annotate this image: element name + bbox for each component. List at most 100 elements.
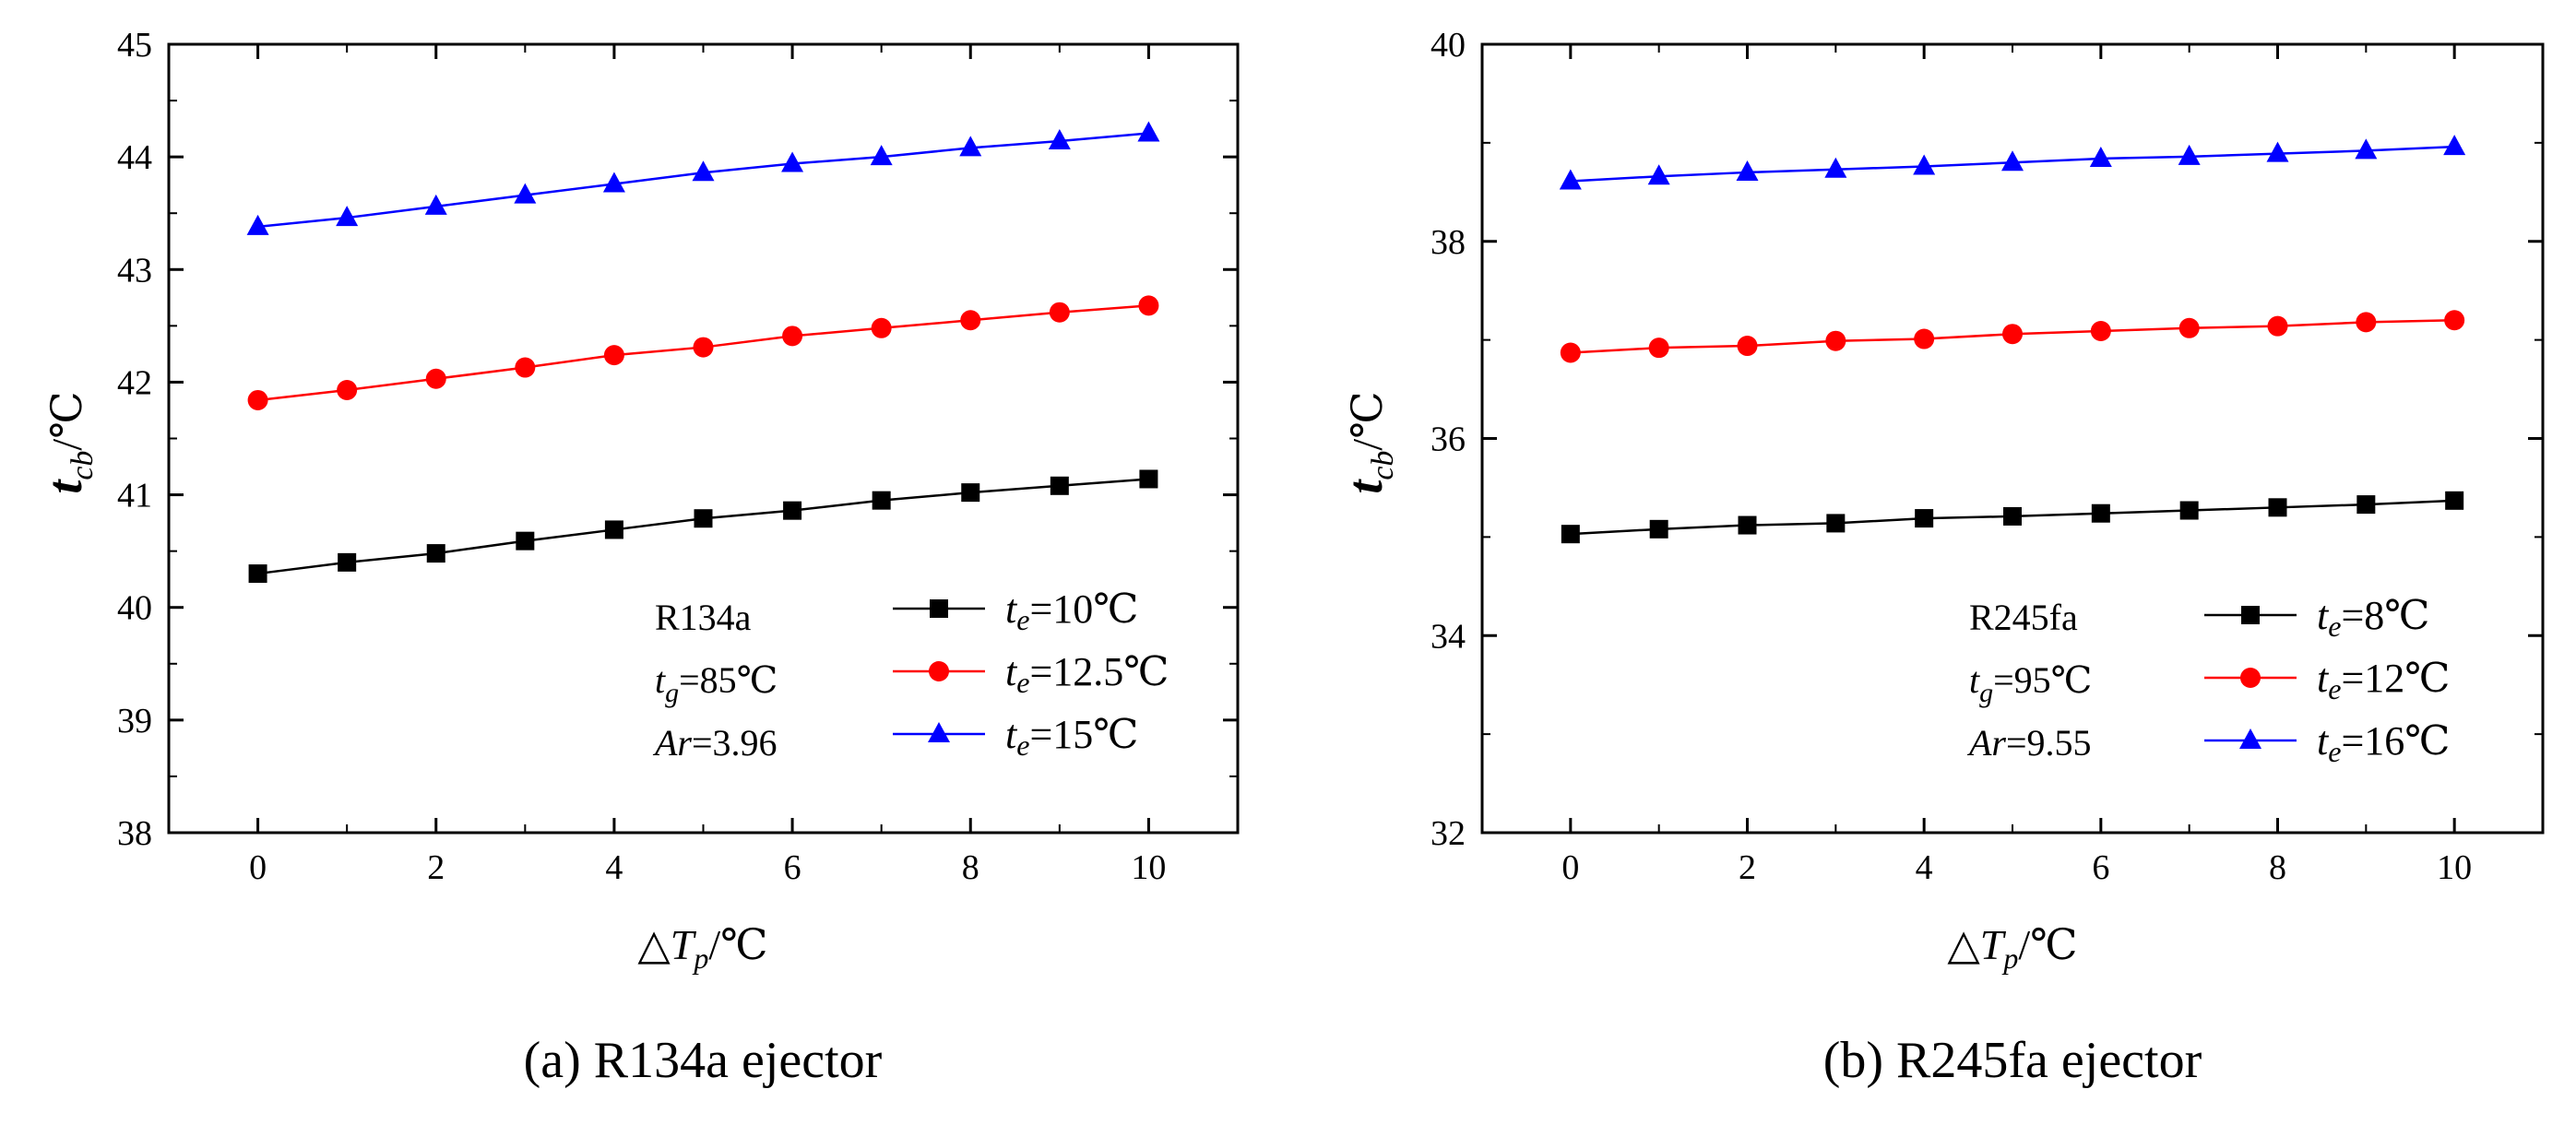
data-point (246, 214, 269, 235)
data-point (694, 509, 713, 528)
param-label: tg=95℃ (1969, 659, 2092, 708)
y-tick-label: 36 (1430, 420, 1466, 459)
x-tick-label: 0 (1561, 848, 1579, 887)
data-point (603, 345, 624, 366)
data-point (425, 368, 446, 389)
x-tick-label: 8 (962, 848, 979, 887)
x-axis-title: △Tp/℃ (637, 921, 767, 975)
legend-label: te=16℃ (2317, 718, 2450, 768)
data-point (1647, 164, 1670, 185)
data-point (247, 389, 268, 410)
data-point (2266, 141, 2289, 162)
data-point (781, 151, 804, 172)
legend-marker (929, 661, 949, 681)
data-point (516, 531, 535, 551)
data-point (959, 136, 982, 157)
data-point (1737, 336, 1758, 357)
data-point (1050, 476, 1069, 495)
series-2 (1560, 310, 2465, 363)
data-point (2091, 503, 2110, 523)
param-label: Ar=9.55 (1966, 722, 2092, 764)
data-point (2090, 321, 2111, 342)
legend-marker (928, 722, 950, 742)
data-point (2267, 315, 2288, 337)
data-point (960, 310, 981, 331)
data-point (337, 379, 358, 400)
data-point (2356, 312, 2377, 333)
x-tick-label: 2 (427, 848, 445, 887)
legend-entry: te=12.5℃ (893, 649, 1169, 699)
chart-panel-2: 32 34 36 38 40 0 2 4 6 8 10 tcb/℃ △Tp/℃ (b) R245fa ej… (1337, 26, 2545, 1089)
data-point (2443, 135, 2466, 156)
x-tick-label: 10 (1131, 848, 1166, 887)
x-tick-label: 2 (1739, 848, 1756, 887)
data-point (1824, 157, 1847, 178)
data-point (872, 491, 891, 510)
chart-panel-1: 38 39 40 41 42 43 44 45 0 2 4 6 8 10 tcb/℃ △Tp/℃ (a) R13… (37, 26, 1240, 1089)
x-tick-label: 4 (605, 848, 623, 887)
data-point (1649, 519, 1668, 539)
x-tick-label: 4 (1916, 848, 1933, 887)
data-point (426, 544, 445, 563)
y-tick-label: 42 (117, 363, 152, 402)
legend-label: te=15℃ (1005, 712, 1138, 762)
x-tick-label: 0 (249, 848, 267, 887)
data-point (692, 160, 715, 182)
legend-marker (2239, 728, 2261, 749)
data-point (2178, 144, 2201, 165)
data-point (2003, 506, 2022, 526)
data-point (2178, 317, 2200, 338)
y-tick-label: 40 (117, 589, 152, 628)
data-point (2355, 138, 2378, 160)
data-point (1736, 160, 1759, 181)
legend-label: te=12.5℃ (1005, 649, 1169, 699)
series-1 (248, 469, 1158, 584)
data-point (338, 552, 357, 572)
legend-entry: te=16℃ (2204, 718, 2450, 768)
legend-entry: te=10℃ (893, 586, 1138, 636)
legend-marker (2240, 668, 2261, 688)
data-point (1914, 328, 1935, 349)
legend-entry: te=15℃ (893, 712, 1138, 762)
data-point (693, 337, 714, 358)
y-tick-label: 44 (117, 138, 152, 177)
data-point (514, 183, 537, 204)
data-point (2001, 150, 2024, 172)
figure-caption: (a) R134a ejector (524, 1032, 883, 1089)
data-point (1048, 129, 1071, 150)
data-point (1826, 514, 1846, 533)
data-point (2089, 146, 2112, 167)
data-point (336, 206, 359, 227)
param-label: tg=85℃ (655, 659, 778, 708)
data-point (1138, 295, 1159, 316)
legend-label: te=8℃ (2317, 593, 2429, 643)
x-tick-label: 10 (2437, 848, 2472, 887)
data-point (2444, 310, 2465, 331)
series-3 (1559, 135, 2466, 190)
data-point (604, 520, 623, 539)
legend-label: te=10℃ (1005, 586, 1138, 636)
series-2 (247, 295, 1159, 410)
y-axis-title: tcb/℃ (37, 391, 100, 493)
figure-caption: (b) R245fa ejector (1823, 1032, 2202, 1089)
y-tick-label: 38 (1430, 223, 1466, 262)
x-tick-label: 6 (2092, 848, 2109, 887)
y-tick-label: 38 (117, 814, 152, 853)
data-point (1137, 121, 1160, 142)
x-axis-title: △Tp/℃ (1947, 921, 2077, 975)
data-point (961, 483, 980, 503)
data-point (515, 357, 536, 378)
data-point (248, 564, 267, 584)
data-point (1738, 515, 1757, 535)
data-point (1648, 338, 1669, 359)
data-point (2445, 491, 2464, 510)
y-tick-label: 32 (1430, 814, 1466, 853)
y-tick-label: 34 (1430, 617, 1466, 656)
x-tick-label: 6 (784, 848, 801, 887)
data-point (2002, 324, 2023, 345)
data-point (1139, 469, 1158, 489)
legend-marker (2241, 606, 2260, 624)
data-point (424, 194, 447, 215)
data-point (1559, 169, 1582, 190)
